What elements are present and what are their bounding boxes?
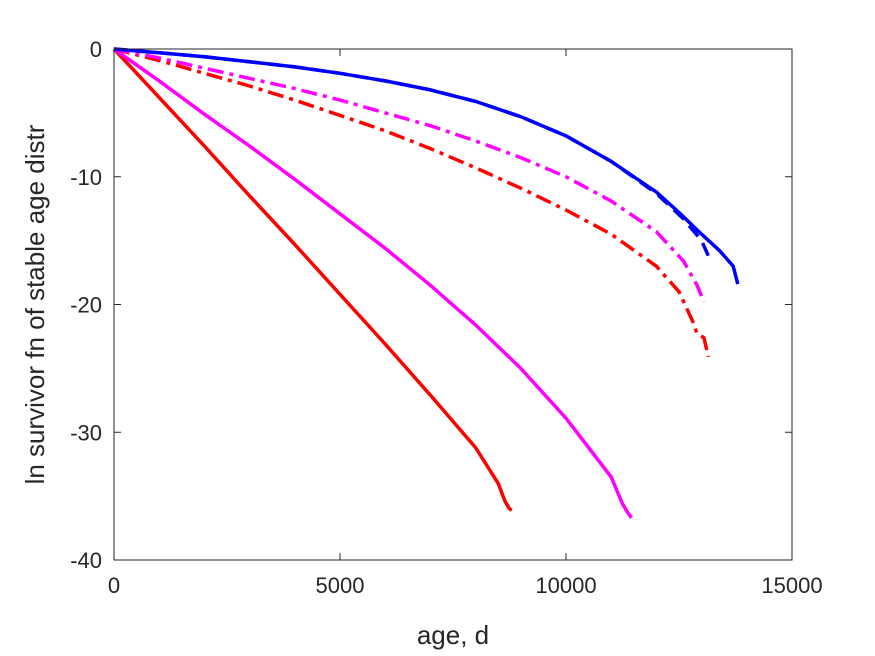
- x-tick-label: 10000: [535, 573, 596, 598]
- x-tick-label: 0: [108, 573, 120, 598]
- y-axis-label: ln survivor fn of stable age distr: [20, 124, 50, 484]
- y-tick-label: -10: [70, 165, 102, 190]
- series-layer: [112, 47, 740, 519]
- series-line-0: [112, 47, 513, 512]
- y-axis-ticks: 0 -10 -20 -30 -40: [70, 37, 792, 573]
- y-tick-label: -20: [70, 293, 102, 318]
- x-axis-label: age, d: [417, 620, 489, 650]
- y-tick-label: 0: [90, 37, 102, 62]
- y-tick-label: -40: [70, 548, 102, 573]
- y-tick-label: -30: [70, 420, 102, 445]
- series-line-2: [113, 47, 711, 358]
- x-axis-ticks: 0 5000 10000 15000: [108, 49, 823, 598]
- x-tick-label: 15000: [761, 573, 822, 598]
- series-line-1: [112, 47, 633, 519]
- series-line-5: [113, 47, 740, 285]
- x-tick-label: 5000: [316, 573, 365, 598]
